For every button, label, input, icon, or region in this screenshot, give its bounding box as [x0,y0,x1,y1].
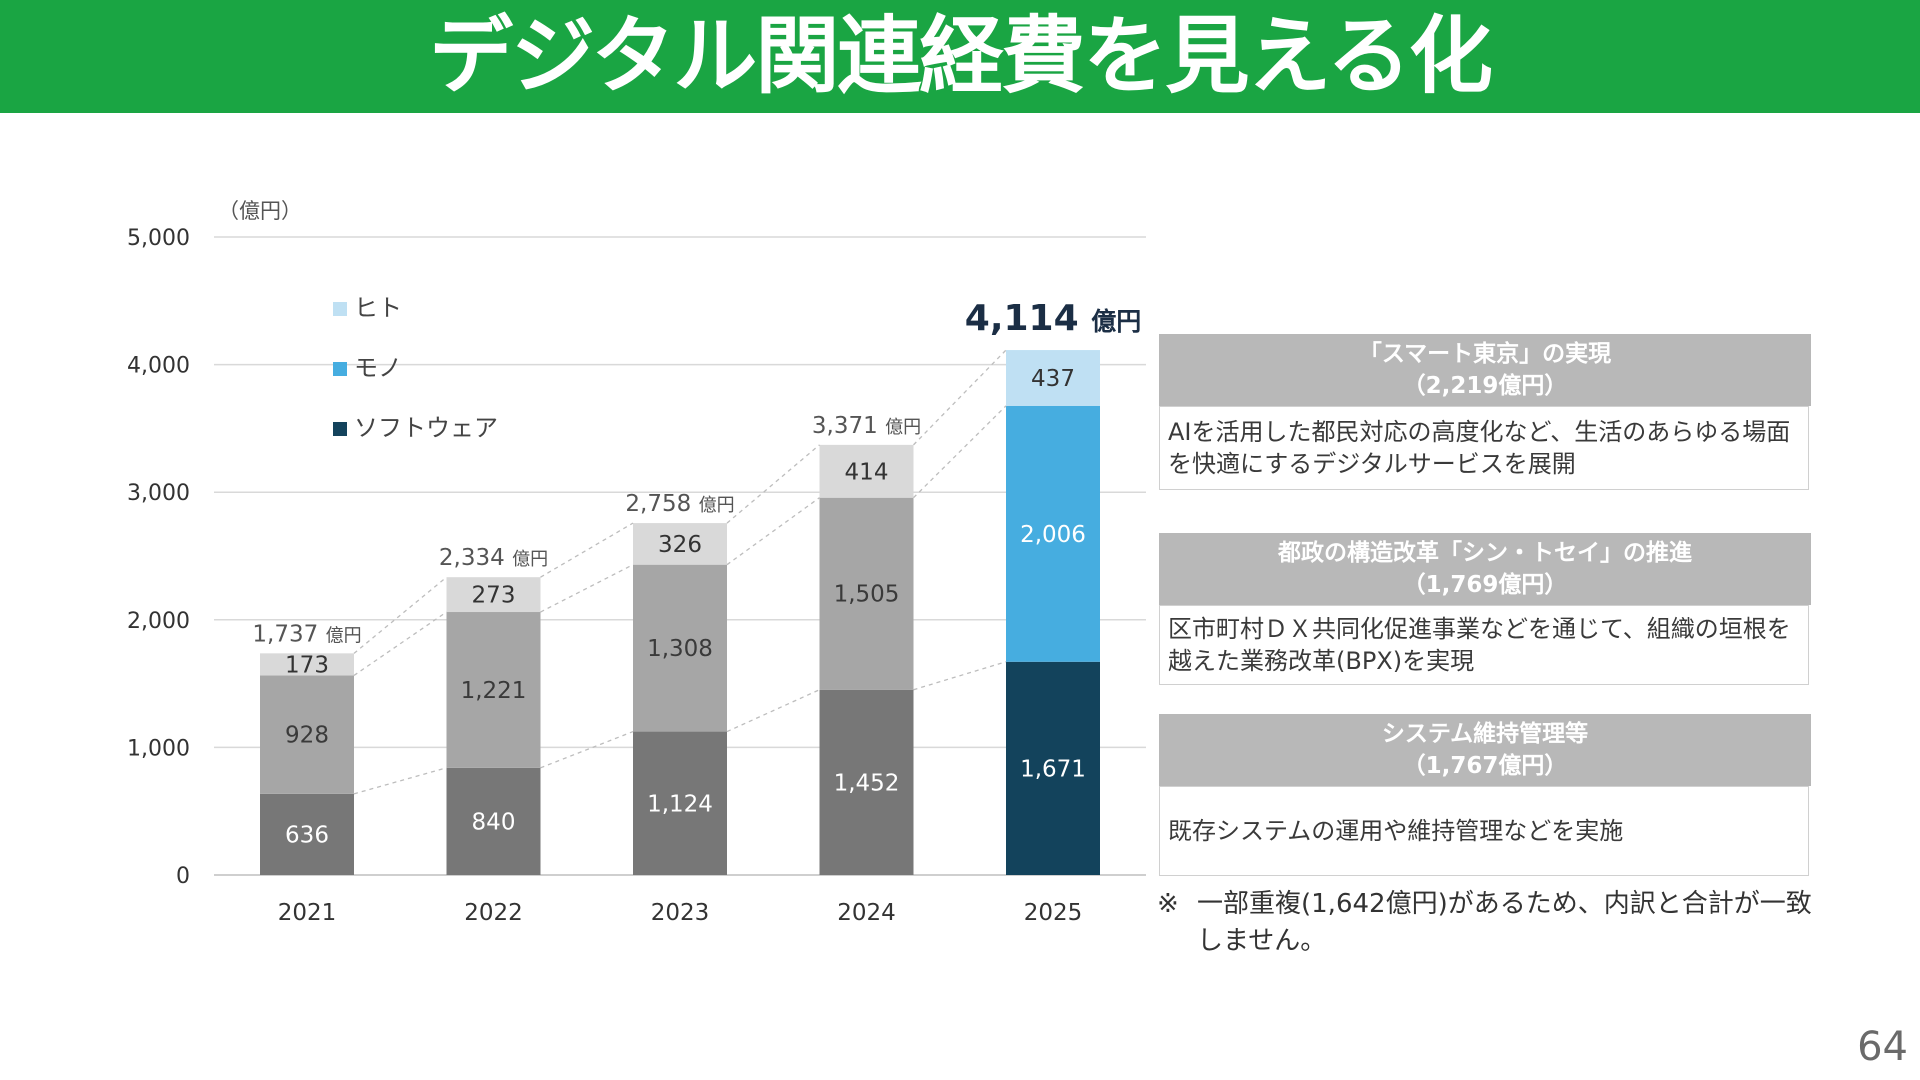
legend-label: モノ [354,354,402,382]
total-label: 2,334 億円 [439,545,548,571]
info-box-title: 都政の構造改革「シン・トセイ」の推進 [1278,540,1692,566]
connector-line [726,444,820,524]
page-number: 64 [1857,1024,1908,1070]
data-label: 636 [285,822,329,848]
footnote-text: 一部重複(1,642億円)があるため、内訳と合計が一致しません。 [1197,889,1812,956]
data-label: 273 [472,583,516,609]
y-tick-label: 5,000 [127,226,190,251]
y-tick-label: 0 [176,864,190,889]
bar-segment [633,523,727,565]
connector-line [913,349,1007,446]
connector-line [353,576,447,654]
data-label: 840 [472,809,516,835]
total-label: 3,371 億円 [812,413,921,439]
x-tick-label: 2021 [278,900,337,926]
total-label: 2,758 億円 [625,491,734,517]
connector-line [540,522,634,578]
total-label: 4,114 億円 [965,298,1141,339]
info-box-amount: （1,769億円） [1402,572,1568,598]
info-box-title: システム維持管理等 [1381,721,1589,747]
bar-segment [819,444,914,498]
bar-segment [260,675,354,794]
data-label: 326 [658,532,702,558]
data-label: 1,671 [1020,756,1086,782]
info-box-header: 都政の構造改革「シン・トセイ」の推進 （1,769億円） [1159,533,1811,605]
connector-line [540,564,634,613]
x-tick-label: 2024 [837,900,896,926]
x-tick-label: 2022 [464,900,523,926]
x-tick-label: 2025 [1024,900,1083,926]
info-box-amount: （1,767億円） [1402,753,1568,779]
connector-line [913,661,1007,691]
page-title: デジタル関連経費を見える化 [429,7,1493,105]
connector-line [353,611,447,676]
data-label: 1,308 [647,636,713,662]
connector-line [913,405,1007,499]
info-box-body: 既存システムの運用や維持管理などを実施 [1159,786,1809,876]
legend-swatch [333,302,347,316]
bar-segment [819,689,914,875]
bar-segment [633,564,727,732]
data-label: 928 [285,723,329,749]
data-label: 1,221 [461,678,527,704]
bar-segment [1006,350,1100,406]
data-label: 1,452 [834,770,900,796]
data-label: 173 [285,652,329,678]
info-box-body: 区市町村ＤＸ共同化促進事業などを通じて、組織の垣根を越えた業務改革(BPX)を実… [1159,605,1809,685]
y-tick-label: 1,000 [127,736,190,761]
connector-line [540,730,634,769]
y-tick-label: 3,000 [127,481,190,506]
footnote: ※ 一部重複(1,642億円)があるため、内訳と合計が一致しません。 [1157,886,1817,960]
legend-label: ソフトウェア [354,414,498,442]
bar-segment [446,612,541,768]
info-box-body: AIを活用した都民対応の高度化など、生活のあらゆる場面を快適にするデジタルサービ… [1159,406,1809,490]
data-label: 414 [845,459,889,485]
data-label: 1,505 [834,582,900,608]
connector-line [353,767,447,795]
data-label: 1,124 [647,791,713,817]
legend-label: ヒト [354,294,402,322]
info-box-amount: （2,219億円） [1402,373,1568,399]
bar-segment [1006,661,1100,875]
legend-swatch [333,362,347,376]
stacked-bar-chart: （億円） 5,000 4,000 3,000 2,000 1,000 0 636 928 173 2… [127,199,1146,926]
info-box-title: 「スマート東京」の実現 [1358,341,1612,367]
y-axis-unit: （億円） [218,199,302,223]
y-tick-label: 4,000 [127,354,190,379]
bar-segment [446,577,541,613]
y-tick-label: 2,000 [127,609,190,634]
bar-segment [260,793,354,875]
x-tick-label: 2023 [651,900,710,926]
footnote-mark: ※ [1157,889,1179,919]
data-label: 437 [1031,366,1075,392]
bar-segment [819,497,914,690]
connector-line [726,689,820,733]
connector-line [726,497,820,566]
bar-segment [633,731,727,875]
bar-segment [260,653,354,676]
bar-segment [446,767,541,875]
info-box-header: 「スマート東京」の実現 （2,219億円） [1159,334,1811,406]
info-box-header: システム維持管理等 （1,767億円） [1159,714,1811,786]
legend-swatch [333,422,347,436]
total-label: 1,737 億円 [252,621,361,647]
data-label: 2,006 [1020,522,1086,548]
title-bar: デジタル関連経費を見える化 [0,0,1920,113]
bar-segment [1006,405,1100,662]
